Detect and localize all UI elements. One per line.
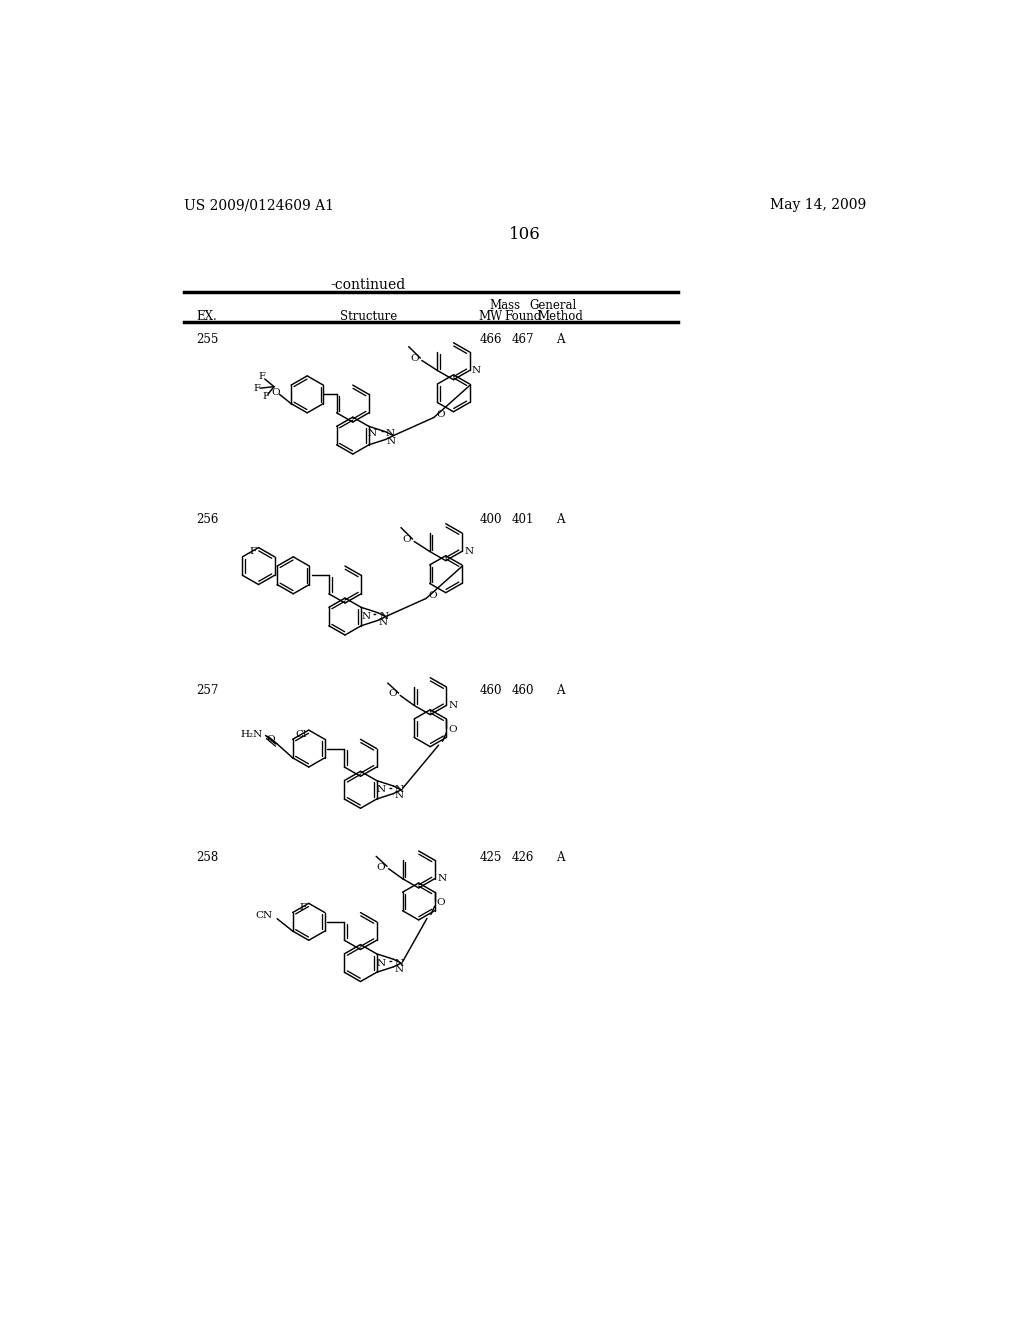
Text: F: F (299, 903, 306, 912)
Text: N: N (368, 429, 377, 438)
Text: N: N (472, 366, 481, 375)
Text: US 2009/0124609 A1: US 2009/0124609 A1 (183, 198, 334, 213)
Text: O: O (436, 899, 444, 907)
Text: N: N (386, 429, 395, 438)
Text: O: O (266, 735, 275, 743)
Text: N: N (380, 612, 388, 622)
Text: 425: 425 (479, 851, 502, 865)
Text: O: O (447, 725, 457, 734)
Text: A: A (556, 851, 564, 865)
Text: N: N (437, 874, 446, 883)
Text: F: F (263, 392, 269, 401)
Text: Mass: Mass (489, 298, 520, 312)
Text: 466: 466 (479, 333, 502, 346)
Text: N: N (379, 618, 388, 627)
Text: N: N (386, 437, 395, 446)
Text: A: A (556, 333, 564, 346)
Text: Found: Found (505, 310, 542, 323)
Text: Method: Method (538, 310, 584, 323)
Text: General: General (529, 298, 577, 312)
Text: Cl: Cl (295, 730, 306, 739)
Text: 460: 460 (479, 684, 502, 697)
Text: N: N (377, 958, 386, 968)
Text: 258: 258 (197, 851, 218, 865)
Text: O: O (388, 689, 397, 698)
Text: O: O (411, 355, 419, 363)
Text: O: O (402, 536, 411, 544)
Text: 256: 256 (197, 512, 218, 525)
Text: N: N (449, 701, 458, 710)
Text: EX.: EX. (197, 310, 217, 323)
Text: N: N (464, 546, 473, 556)
Text: 400: 400 (479, 512, 502, 525)
Text: O: O (271, 388, 280, 397)
Text: A: A (556, 512, 564, 525)
Text: May 14, 2009: May 14, 2009 (770, 198, 866, 213)
Text: 255: 255 (197, 333, 218, 346)
Text: -continued: -continued (331, 277, 406, 292)
Text: N: N (395, 958, 404, 968)
Text: Structure: Structure (340, 310, 397, 323)
Text: O: O (428, 591, 437, 599)
Text: A: A (556, 684, 564, 697)
Text: O: O (436, 411, 444, 418)
Text: 401: 401 (512, 512, 535, 525)
Text: N: N (361, 612, 370, 622)
Text: 426: 426 (512, 851, 535, 865)
Text: N: N (395, 785, 404, 795)
Text: 460: 460 (512, 684, 535, 697)
Text: 467: 467 (512, 333, 535, 346)
Text: F: F (254, 384, 260, 393)
Text: N: N (377, 785, 386, 795)
Text: F: F (250, 546, 257, 556)
Text: 106: 106 (509, 226, 541, 243)
Text: MW: MW (478, 310, 503, 323)
Text: N: N (394, 792, 403, 800)
Text: 257: 257 (197, 684, 218, 697)
Text: F: F (258, 372, 265, 381)
Text: H₂N: H₂N (241, 730, 263, 739)
Text: CN: CN (255, 911, 272, 920)
Text: O: O (377, 863, 385, 871)
Text: N: N (394, 965, 403, 974)
